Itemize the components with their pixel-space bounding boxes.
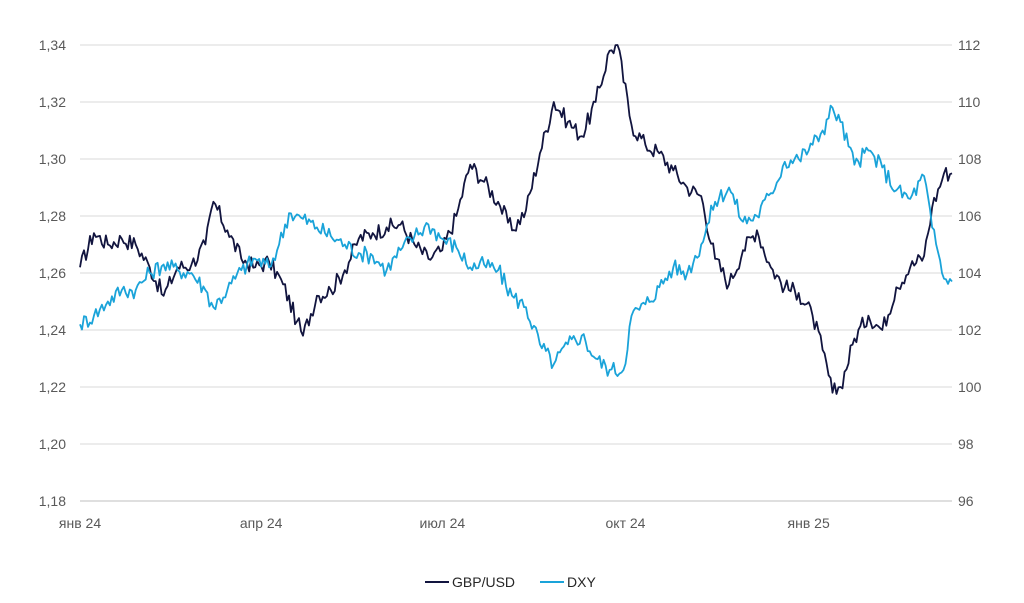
right-tick-label: 104 xyxy=(958,265,982,281)
x-tick-label: янв 24 xyxy=(59,515,101,531)
right-tick-label: 108 xyxy=(958,151,982,167)
x-tick-label: июл 24 xyxy=(420,515,466,531)
left-tick-label: 1,18 xyxy=(39,493,66,509)
x-tick-label: апр 24 xyxy=(240,515,283,531)
series-line-dxy xyxy=(79,104,953,377)
left-tick-label: 1,26 xyxy=(39,265,66,281)
right-tick-label: 110 xyxy=(958,94,981,110)
left-axis-ticks: 1,18 1,20 1,22 1,24 1,26 1,28 1,30 1,32 1,34 xyxy=(39,37,66,509)
left-tick-label: 1,30 xyxy=(39,151,66,167)
left-tick-label: 1,20 xyxy=(39,436,66,452)
x-tick-label: окт 24 xyxy=(606,515,646,531)
legend-label: GBP/USD xyxy=(452,574,515,590)
left-tick-label: 1,22 xyxy=(39,379,66,395)
left-tick-label: 1,32 xyxy=(39,94,66,110)
legend: GBP/USD DXY xyxy=(425,574,596,590)
left-tick-label: 1,34 xyxy=(39,37,66,53)
legend-label: DXY xyxy=(567,574,596,590)
right-tick-label: 102 xyxy=(958,322,982,338)
x-tick-label: янв 25 xyxy=(788,515,830,531)
series-line-gbp-usd xyxy=(79,44,953,395)
right-tick-label: 112 xyxy=(958,37,981,53)
gridlines xyxy=(80,44,952,502)
left-tick-label: 1,24 xyxy=(39,322,66,338)
left-tick-label: 1,28 xyxy=(39,208,66,224)
right-tick-label: 98 xyxy=(958,436,974,452)
x-axis-ticks: янв 24 апр 24 июл 24 окт 24 янв 25 xyxy=(59,515,830,531)
right-axis-ticks: 96 98 100 102 104 106 108 110 112 xyxy=(958,37,982,509)
right-tick-label: 106 xyxy=(958,208,982,224)
right-tick-label: 96 xyxy=(958,493,974,509)
right-tick-label: 100 xyxy=(958,379,982,395)
series-lines xyxy=(79,44,953,395)
